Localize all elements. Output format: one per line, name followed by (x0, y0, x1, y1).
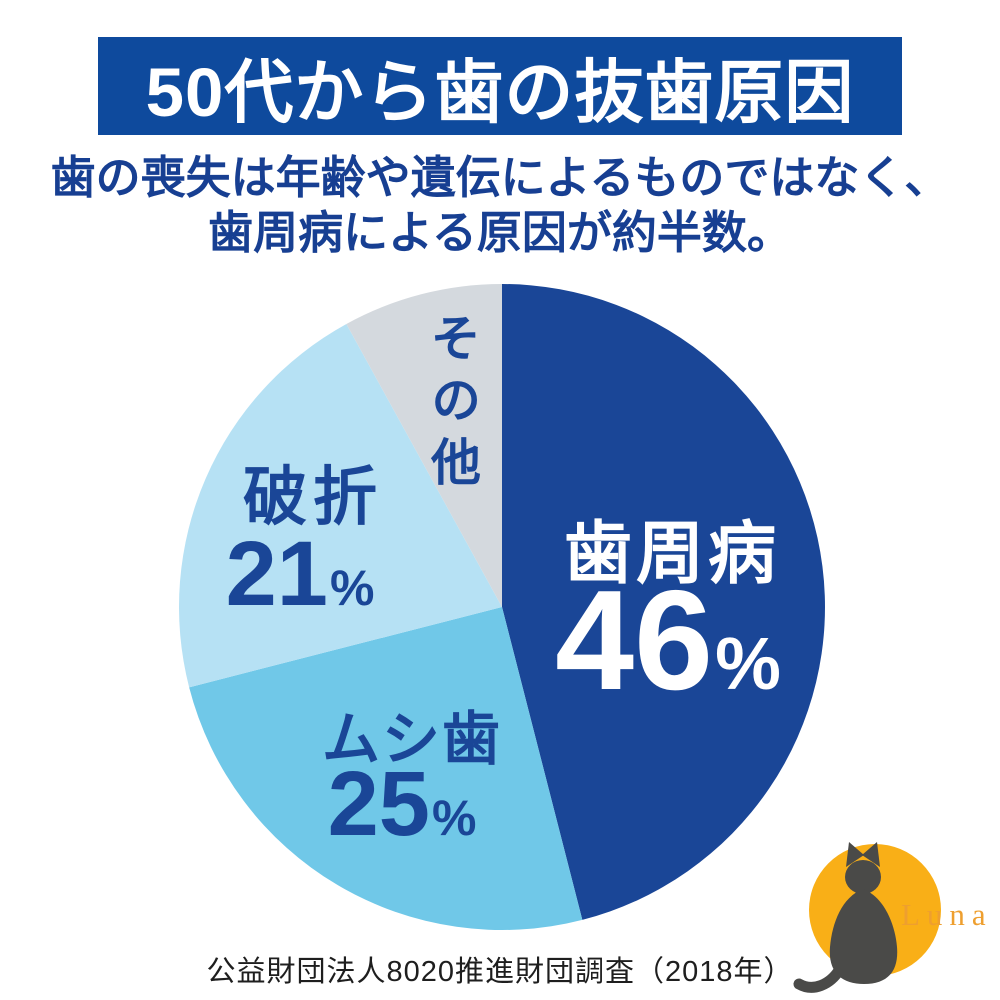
percent-sign: % (329, 560, 375, 616)
pie-chart (179, 284, 825, 930)
pie-slice-2 (179, 323, 502, 688)
slice-value-shishubyo: 46 % (555, 570, 781, 712)
source-citation: 公益財団法人8020推進財団調査（2018年） (206, 956, 794, 988)
header-banner: 50代から歯の抜歯原因 (98, 37, 902, 135)
slice-value-digits: 21 (225, 523, 328, 625)
slice-value-hasetsu: 21 % (226, 528, 375, 620)
subtitle-line-1: 歯の喪失は年齢や遺伝によるものではなく、 (50, 152, 950, 203)
pie-slice-1 (189, 607, 583, 930)
cat-icon (793, 842, 898, 993)
slice-label-shishubyo: 歯周病 (563, 516, 781, 592)
subtitle: 歯の喪失は年齢や遺伝によるものではなく、 歯周病による原因が約半数。 (0, 150, 1000, 261)
slice-value-digits: 46 (555, 561, 714, 720)
percent-sign: % (715, 622, 781, 705)
slice-label-hasetsu: 破折 (243, 461, 383, 533)
slice-label-mushiba: ムシ歯 (321, 707, 503, 772)
page-title: 50代から歯の抜歯原因 (145, 54, 855, 131)
logo-brand-text: Luna (901, 897, 993, 932)
slice-value-mushiba: 25 % (328, 758, 477, 850)
pie-slice-3 (346, 284, 502, 607)
luna-logo: Luna (793, 842, 993, 993)
slice-value-digits: 25 (327, 753, 430, 855)
pie-slice-0 (502, 284, 825, 920)
subtitle-line-2: 歯周病による原因が約半数。 (208, 207, 792, 259)
percent-sign: % (431, 790, 477, 846)
slice-label-sonota: その他 (424, 312, 480, 498)
